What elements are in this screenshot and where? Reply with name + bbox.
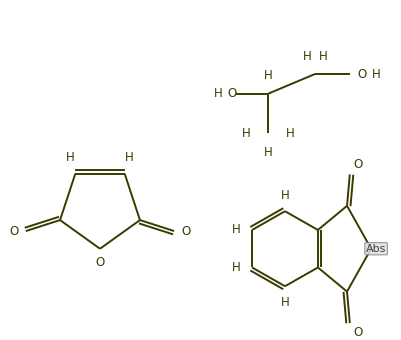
Text: H: H [371,68,379,81]
Text: H: H [302,50,311,63]
Text: H: H [231,223,240,236]
Text: O: O [352,158,362,171]
Text: H: H [280,189,289,202]
Text: H: H [231,261,240,274]
Text: O: O [181,224,190,238]
Text: H: H [213,87,222,100]
Text: O: O [356,68,366,81]
Text: O: O [227,87,236,100]
Text: H: H [66,151,75,165]
Text: H: H [125,151,134,165]
Text: H: H [285,127,294,140]
Text: H: H [318,50,326,63]
Text: H: H [241,127,250,140]
Text: H: H [263,147,272,159]
Text: H: H [280,295,289,308]
Text: O: O [9,224,18,238]
Text: Abs: Abs [365,244,385,254]
Text: O: O [352,326,362,339]
Text: H: H [263,69,272,83]
Text: O: O [95,256,104,269]
